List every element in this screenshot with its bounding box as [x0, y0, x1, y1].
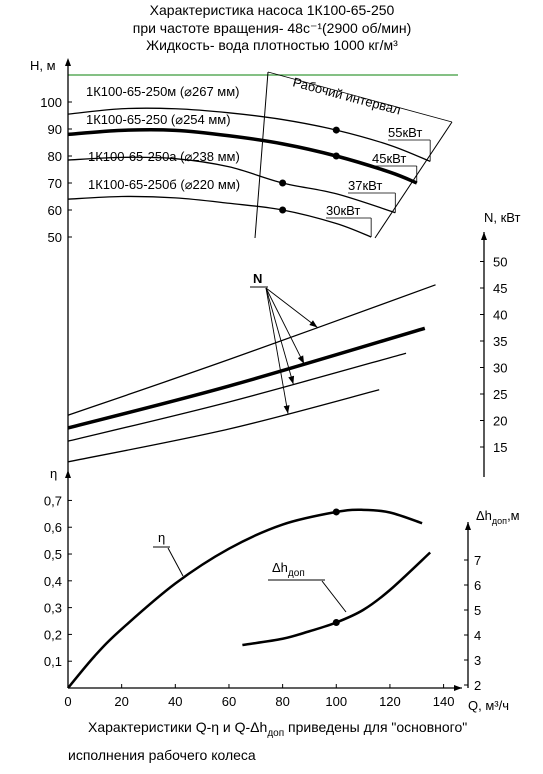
interval-label: Рабочий интервал — [291, 74, 402, 117]
power-label: 55кВт — [388, 125, 422, 140]
operating-point — [279, 179, 287, 187]
label-main: Δh — [272, 560, 288, 575]
y-tick-label: 100 — [40, 95, 62, 110]
y-tick-label: 80 — [48, 149, 62, 164]
y-tick-label: 2 — [474, 678, 481, 693]
x-tick-label: 100 — [325, 694, 347, 709]
axis-arrow — [465, 522, 471, 530]
footer-text: приведены для "основного" — [284, 719, 467, 735]
y-tick-label: 60 — [48, 203, 62, 218]
curve — [67, 195, 372, 238]
series-label: 1К100-65-250 (⌀254 мм) — [86, 112, 231, 127]
axis-arrow — [65, 470, 71, 478]
x-tick-label: 80 — [275, 694, 289, 709]
y-tick-label: 4 — [474, 628, 481, 643]
y-axis-label: η — [50, 466, 57, 481]
pointer-head — [309, 320, 318, 328]
y-tick-label: 5 — [474, 603, 481, 618]
label-sub: доп — [492, 516, 507, 526]
power-label: 37кВт — [348, 178, 382, 193]
y-tick-label: 7 — [474, 553, 481, 568]
series-label: 1К100-65-250а (⌀238 мм) — [88, 149, 240, 164]
series-label: 1К100-65-250б (⌀220 мм) — [88, 177, 240, 192]
y-tick-label: 50 — [48, 230, 62, 245]
axis-arrow — [454, 685, 462, 691]
pointer-head — [283, 405, 290, 414]
curve — [67, 508, 423, 689]
footer-text: Характеристики Q-η и Q-Δh — [88, 719, 267, 735]
x-tick-label: 120 — [379, 694, 401, 709]
label-sub: доп — [288, 568, 305, 579]
y-tick-label: 70 — [48, 176, 62, 191]
pointer — [321, 580, 347, 613]
footer: исполнения рабочего колеса — [68, 747, 256, 763]
curve — [67, 389, 380, 463]
operating-point — [279, 206, 287, 214]
y-tick-label: 20 — [493, 414, 507, 429]
y-tick-label: 6 — [474, 578, 481, 593]
n-label: N — [253, 271, 262, 286]
title-line: при частоте вращения- 48с⁻¹(2900 об/мин) — [133, 20, 412, 36]
footer-sub: доп — [267, 728, 284, 739]
y-axis-label: H, м — [30, 58, 56, 73]
y-tick-label: 50 — [493, 255, 507, 270]
series-label: Δhдоп — [272, 560, 305, 579]
title-line: Характеристика насоса 1К100-65-250 — [150, 2, 395, 18]
pointer-head — [297, 355, 305, 364]
pointer — [265, 287, 305, 365]
y-tick-label: 0,5 — [44, 547, 62, 562]
operating-point — [332, 152, 340, 160]
y-tick-label: 15 — [493, 440, 507, 455]
y-tick-label: 30 — [493, 361, 507, 376]
operating-point — [332, 619, 340, 626]
curve — [67, 107, 431, 163]
footer: Характеристики Q-η и Q-Δhдоп приведены д… — [88, 719, 467, 739]
y-tick-label: 35 — [493, 334, 507, 349]
label-main: Δh — [476, 508, 492, 523]
y-tick-label: 0,3 — [44, 601, 62, 616]
y-tick-label: 45 — [493, 281, 507, 296]
y-tick-label: 40 — [493, 308, 507, 323]
pointer — [265, 287, 318, 328]
y-axis-label: N, кВт — [484, 210, 521, 225]
series-label: 1К100-65-250м (⌀267 мм) — [86, 84, 240, 99]
x-tick-label: 40 — [168, 694, 182, 709]
title-line: Жидкость- вода плотностью 1000 кг/м³ — [146, 37, 398, 53]
curve — [67, 128, 418, 185]
pointer — [265, 287, 289, 414]
x-tick-label: 60 — [222, 694, 236, 709]
y-tick-label: 0,2 — [44, 627, 62, 642]
y2-axis-label: Δhдоп,м — [476, 508, 520, 526]
pointer — [265, 287, 294, 385]
axis-arrow — [65, 58, 71, 66]
y-tick-label: 0,1 — [44, 654, 62, 669]
x-tick-label: 140 — [433, 694, 455, 709]
curve — [67, 284, 436, 416]
x-axis-label: Q, м³/ч — [468, 698, 509, 713]
curve — [67, 156, 396, 214]
operating-point — [332, 508, 340, 516]
axis-arrow — [481, 232, 487, 240]
y-tick-label: 90 — [48, 122, 62, 137]
interval-arrow — [267, 71, 453, 123]
pointer — [167, 547, 184, 577]
power-label: 45кВт — [372, 151, 406, 166]
y-tick-label: 0,7 — [44, 493, 62, 508]
power-label: 30кВт — [326, 203, 360, 218]
interval-boundary — [254, 71, 269, 239]
curve — [67, 326, 426, 430]
y-tick-label: 25 — [493, 387, 507, 402]
curve — [67, 352, 407, 442]
y-tick-label: 3 — [474, 653, 481, 668]
x-tick-label: 20 — [114, 694, 128, 709]
operating-point — [332, 126, 340, 134]
y-tick-label: 0,6 — [44, 520, 62, 535]
x-tick-label: 0 — [64, 694, 71, 709]
y-tick-label: 0,4 — [44, 574, 62, 589]
label-unit: ,м — [507, 508, 520, 523]
series-label: η — [158, 530, 165, 545]
pointer-head — [288, 375, 295, 385]
